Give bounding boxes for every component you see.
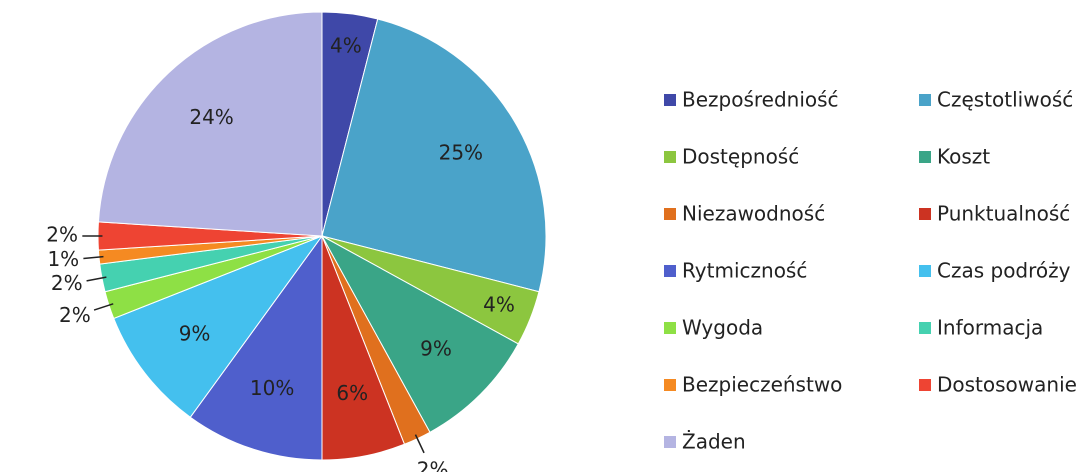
leader-line	[414, 434, 425, 454]
data-label: 2%	[46, 223, 78, 247]
pie-slice	[320, 234, 519, 433]
legend-label: Niezawodność	[682, 202, 825, 226]
data-label: 9%	[179, 321, 211, 345]
legend-swatch	[664, 322, 676, 334]
legend-swatch	[664, 265, 676, 277]
legend-swatch	[664, 436, 676, 448]
legend-label: Koszt	[937, 145, 990, 169]
legend-label: Dostosowanie	[937, 373, 1077, 397]
data-label: 25%	[439, 140, 483, 164]
pie-slice	[321, 18, 547, 293]
legend-label: Bezpieczeństwo	[682, 373, 842, 397]
data-label: 2%	[51, 271, 83, 295]
data-label: 2%	[59, 303, 91, 327]
data-label: 9%	[420, 337, 452, 361]
legend-swatch	[664, 208, 676, 220]
legend-label: Bezpośredniość	[682, 88, 839, 112]
data-label: 10%	[250, 376, 294, 400]
legend-label: Częstotliwość	[937, 88, 1073, 112]
legend-swatch	[919, 151, 931, 163]
legend-swatch	[919, 94, 931, 106]
legend-label: Rytmiczność	[682, 259, 807, 283]
legend-swatch	[919, 265, 931, 277]
legend-swatch	[664, 94, 676, 106]
legend-swatch	[664, 379, 676, 391]
data-label: 24%	[189, 105, 233, 129]
data-label: 1%	[47, 247, 79, 271]
legend-swatch	[664, 151, 676, 163]
pie-slice	[113, 234, 324, 418]
legend-label: Informacja	[937, 316, 1043, 340]
data-label: 2%	[417, 458, 449, 472]
pie-slice	[189, 234, 323, 461]
legend-label: Wygoda	[682, 316, 763, 340]
leader-line	[86, 276, 107, 282]
data-label: 4%	[330, 34, 362, 58]
legend-label: Dostępność	[682, 145, 799, 169]
legend-swatch	[919, 208, 931, 220]
legend-swatch	[919, 379, 931, 391]
legend-label: Żaden	[682, 430, 746, 454]
pie-slice	[97, 11, 323, 237]
data-label: 6%	[336, 381, 368, 405]
legend-label: Czas podróży	[937, 259, 1071, 283]
leader-line	[93, 303, 114, 311]
data-label: 4%	[483, 293, 515, 317]
legend-label: Punktualność	[937, 202, 1070, 226]
leader-line	[83, 255, 104, 260]
legend-swatch	[919, 322, 931, 334]
